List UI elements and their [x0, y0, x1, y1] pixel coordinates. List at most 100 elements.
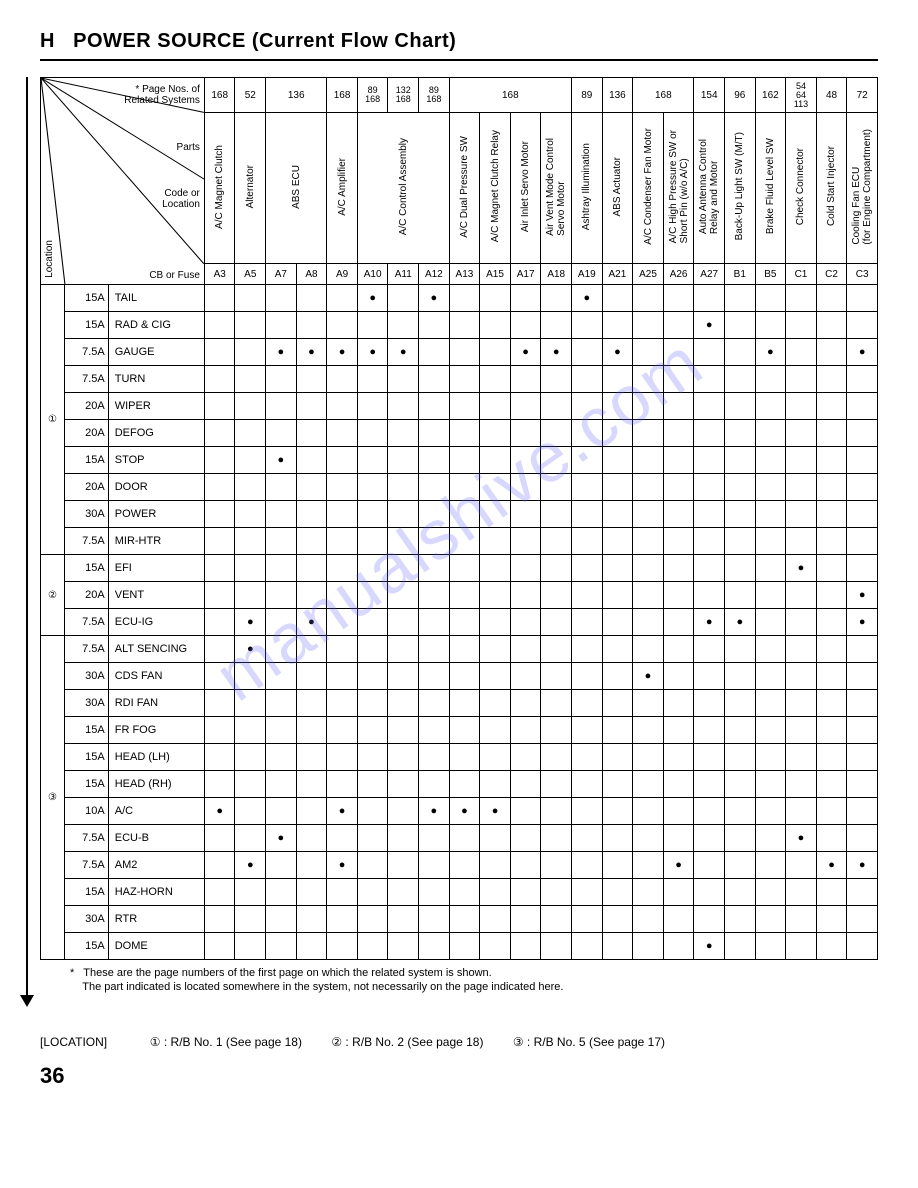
grid-cell — [602, 501, 633, 528]
code-cell: B5 — [755, 264, 786, 285]
grid-cell — [510, 366, 541, 393]
grid-cell — [541, 393, 572, 420]
part-label-cell: A/C Magnet Clutch Relay — [480, 113, 511, 264]
grid-cell — [724, 393, 755, 420]
code-cell: A10 — [357, 264, 388, 285]
grid-cell — [816, 366, 847, 393]
page-ref-cell: 89168 — [419, 78, 450, 113]
grid-cell — [357, 312, 388, 339]
grid-cell — [816, 393, 847, 420]
amperage-cell: 15A — [65, 744, 109, 771]
grid-cell — [755, 582, 786, 609]
grid-cell — [419, 771, 450, 798]
grid-cell — [510, 609, 541, 636]
grid-cell — [541, 339, 572, 366]
grid-cell — [327, 717, 358, 744]
grid-cell — [786, 582, 817, 609]
grid-cell — [419, 555, 450, 582]
grid-cell — [235, 393, 266, 420]
grid-cell — [694, 366, 725, 393]
grid-cell — [419, 609, 450, 636]
grid-cell — [327, 501, 358, 528]
grid-cell — [388, 609, 419, 636]
grid-cell — [602, 474, 633, 501]
grid-cell — [572, 582, 603, 609]
grid-cell — [816, 447, 847, 474]
location-cell: ③ — [41, 636, 65, 960]
grid-cell — [266, 285, 297, 312]
grid-cell — [847, 447, 878, 474]
grid-cell — [266, 825, 297, 852]
grid-cell — [419, 501, 450, 528]
grid-cell — [480, 798, 511, 825]
grid-cell — [572, 474, 603, 501]
grid-cell — [816, 744, 847, 771]
grid-cell — [602, 582, 633, 609]
grid-cell — [694, 825, 725, 852]
grid-cell — [419, 690, 450, 717]
code-cell: A12 — [419, 264, 450, 285]
grid-cell — [602, 609, 633, 636]
grid-cell — [480, 366, 511, 393]
grid-cell — [572, 744, 603, 771]
grid-cell — [204, 798, 235, 825]
grid-cell — [296, 474, 327, 501]
grid-cell — [602, 663, 633, 690]
grid-cell — [266, 717, 297, 744]
grid-cell — [204, 285, 235, 312]
grid-cell — [204, 717, 235, 744]
grid-cell — [663, 582, 694, 609]
amperage-cell: 30A — [65, 501, 109, 528]
grid-cell — [388, 285, 419, 312]
location-legend: [LOCATION] ① : R/B No. 1 (See page 18) ②… — [40, 1035, 878, 1049]
grid-cell — [266, 798, 297, 825]
grid-cell — [755, 339, 786, 366]
grid-cell — [327, 663, 358, 690]
grid-cell — [235, 636, 266, 663]
fuse-name-cell: VENT — [108, 582, 204, 609]
chart-wrapper: manualshive.com * Page Nos. of Related S… — [40, 77, 878, 960]
grid-cell — [663, 285, 694, 312]
fuse-name-cell: DOME — [108, 933, 204, 960]
page-ref-cell: 168 — [633, 78, 694, 113]
grid-cell — [816, 420, 847, 447]
grid-cell — [235, 285, 266, 312]
grid-cell — [724, 582, 755, 609]
grid-cell — [572, 447, 603, 474]
grid-cell — [602, 555, 633, 582]
grid-cell — [480, 771, 511, 798]
amperage-cell: 7.5A — [65, 366, 109, 393]
grid-cell — [357, 879, 388, 906]
grid-cell — [633, 555, 664, 582]
grid-cell — [204, 528, 235, 555]
grid-cell — [724, 474, 755, 501]
grid-cell — [572, 879, 603, 906]
grid-cell — [266, 474, 297, 501]
grid-cell — [449, 285, 480, 312]
grid-cell — [663, 906, 694, 933]
part-label-cell: Check Connector — [786, 113, 817, 264]
grid-cell — [296, 717, 327, 744]
fuse-name-cell: RTR — [108, 906, 204, 933]
grid-cell — [847, 609, 878, 636]
grid-cell — [786, 393, 817, 420]
grid-cell — [847, 474, 878, 501]
table-row: ③7.5AALT SENCING — [41, 636, 878, 663]
table-row: 15ARAD & CIG — [41, 312, 878, 339]
grid-cell — [480, 717, 511, 744]
grid-cell — [419, 798, 450, 825]
fuse-name-cell: HAZ-HORN — [108, 879, 204, 906]
grid-cell — [541, 879, 572, 906]
grid-cell — [235, 474, 266, 501]
grid-cell — [816, 906, 847, 933]
fuse-name-cell: ECU-B — [108, 825, 204, 852]
grid-cell — [419, 447, 450, 474]
grid-cell — [786, 339, 817, 366]
grid-cell — [449, 663, 480, 690]
grid-cell — [633, 312, 664, 339]
grid-cell — [204, 609, 235, 636]
amperage-cell: 20A — [65, 474, 109, 501]
grid-cell — [357, 420, 388, 447]
grid-cell — [694, 933, 725, 960]
page-ref-cell: 52 — [235, 78, 266, 113]
